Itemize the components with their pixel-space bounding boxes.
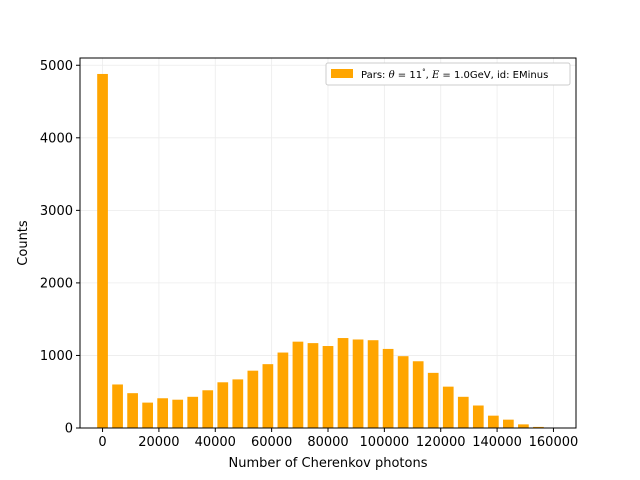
legend-swatch — [331, 69, 353, 78]
x-axis-ticks: 0 20000 40000 60000 80000 100000 120000 140000 1… — [98, 428, 578, 450]
y-axis-label: Counts — [16, 220, 31, 266]
bar — [262, 364, 274, 428]
bar — [307, 343, 319, 428]
x-tick-label: 120000 — [416, 435, 466, 450]
bar — [247, 370, 259, 428]
x-tick-label: 60000 — [251, 435, 292, 450]
x-tick-label: 140000 — [472, 435, 522, 450]
y-tick-label: 3000 — [40, 204, 73, 219]
y-tick-label: 2000 — [40, 276, 73, 291]
x-tick-label: 20000 — [138, 435, 179, 450]
bar — [518, 424, 529, 428]
bar — [157, 398, 169, 428]
y-axis-ticks: 0 1000 2000 3000 4000 5000 — [40, 59, 80, 437]
bar — [232, 379, 244, 428]
legend-label: Pars: θ = 11°, E = 1.0GeV, id: EMinus — [361, 68, 548, 81]
bar — [292, 341, 304, 428]
bar — [202, 390, 214, 428]
bar — [112, 384, 123, 428]
x-tick-label: 0 — [98, 435, 106, 450]
bar — [127, 393, 138, 428]
bar — [457, 396, 469, 428]
bar — [97, 73, 108, 428]
bar — [442, 386, 454, 428]
y-tick-label: 5000 — [40, 59, 73, 74]
bar — [427, 372, 439, 428]
bar — [472, 405, 484, 428]
bar — [503, 419, 514, 428]
x-tick-label: 40000 — [195, 435, 236, 450]
bar — [382, 348, 394, 428]
x-axis-label: Number of Cherenkov photons — [229, 456, 428, 471]
bar — [352, 339, 364, 428]
bar — [533, 426, 544, 428]
bar — [412, 361, 424, 428]
bar — [277, 352, 289, 428]
y-tick-label: 4000 — [40, 131, 73, 146]
bar — [397, 356, 409, 428]
bar — [142, 402, 153, 428]
bars — [97, 73, 544, 428]
legend-box — [325, 62, 571, 86]
legend: Pars: θ = 11°, E = 1.0GeV, id: EMinus — [325, 62, 571, 86]
bar — [322, 346, 334, 428]
bar — [487, 415, 499, 428]
bar — [172, 399, 184, 428]
x-tick-label: 160000 — [529, 435, 579, 450]
bar — [337, 338, 349, 428]
x-tick-label: 100000 — [360, 435, 410, 450]
y-tick-label: 1000 — [40, 349, 73, 364]
y-tick-label: 0 — [65, 422, 73, 437]
bar — [217, 382, 229, 428]
x-tick-label: 80000 — [307, 435, 348, 450]
bar — [187, 396, 199, 428]
bar — [367, 340, 379, 428]
